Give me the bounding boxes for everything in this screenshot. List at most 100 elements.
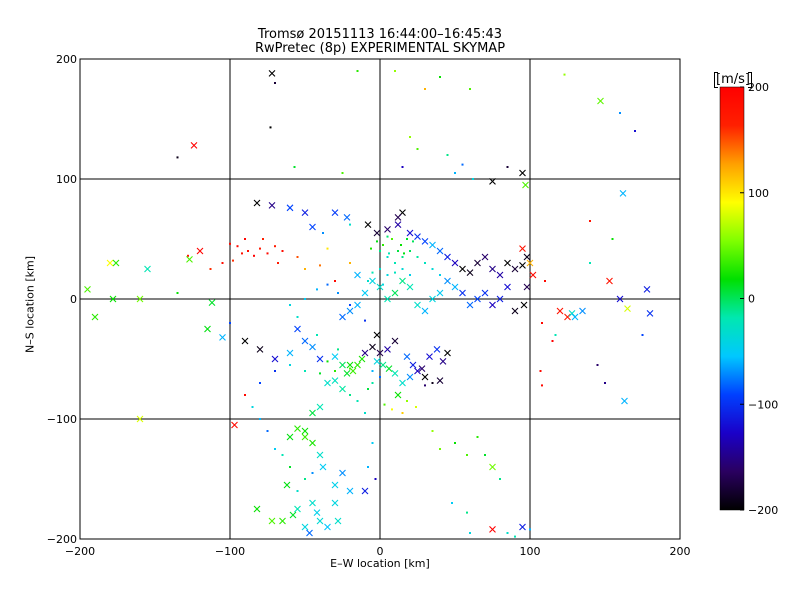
data-point-x bbox=[606, 277, 613, 285]
data-point-dot bbox=[406, 238, 408, 240]
data-point-dot bbox=[454, 172, 456, 174]
data-point-x bbox=[306, 529, 313, 537]
data-point-dot bbox=[611, 238, 614, 240]
data-point-dot bbox=[415, 406, 417, 408]
data-point-x bbox=[373, 331, 381, 339]
data-point-dot bbox=[371, 382, 374, 384]
data-point-dot bbox=[289, 364, 291, 366]
data-point-dot bbox=[386, 256, 389, 258]
data-point-dot bbox=[461, 163, 464, 166]
data-point-dot bbox=[544, 280, 546, 282]
data-point-dot bbox=[403, 252, 405, 255]
colorbar-tick-label: 200 bbox=[748, 81, 769, 94]
data-point-x bbox=[529, 271, 537, 279]
data-point-dot bbox=[341, 172, 344, 174]
data-point-x bbox=[313, 509, 321, 516]
data-point-dot bbox=[244, 238, 246, 240]
data-point-x bbox=[339, 469, 346, 477]
y-tick-label: 100 bbox=[56, 173, 77, 186]
data-point-dot bbox=[484, 454, 486, 456]
x-tick-label: 100 bbox=[520, 545, 541, 558]
data-point-dot bbox=[334, 280, 336, 282]
data-point-dot bbox=[439, 76, 441, 78]
data-point-dot bbox=[281, 454, 284, 456]
data-point-x bbox=[522, 181, 529, 189]
data-point-x bbox=[331, 209, 339, 216]
data-point-dot bbox=[296, 316, 299, 318]
data-point-x bbox=[219, 334, 226, 341]
data-point-x bbox=[190, 142, 198, 149]
data-point-dot bbox=[551, 340, 554, 342]
data-point-x bbox=[646, 310, 654, 317]
data-point-x bbox=[394, 221, 402, 228]
data-point-x bbox=[504, 283, 511, 291]
data-point-dot bbox=[367, 280, 369, 282]
data-point-dot bbox=[274, 82, 276, 84]
data-point-x bbox=[451, 283, 459, 291]
data-point-dot bbox=[388, 252, 390, 255]
data-point-x bbox=[414, 233, 421, 240]
data-point-dot bbox=[334, 370, 336, 372]
data-point-x bbox=[204, 325, 211, 333]
data-point-x bbox=[343, 214, 351, 221]
data-point-dot bbox=[394, 262, 396, 264]
data-point-dot bbox=[401, 268, 404, 270]
data-point-x bbox=[429, 295, 436, 303]
data-point-x bbox=[268, 70, 276, 77]
data-point-x bbox=[406, 373, 414, 381]
data-point-x bbox=[283, 481, 291, 489]
data-point-dot bbox=[634, 130, 636, 132]
data-point-dot bbox=[379, 250, 381, 252]
data-point-x bbox=[294, 505, 301, 513]
data-point-x bbox=[403, 353, 411, 360]
data-point-dot bbox=[259, 382, 261, 384]
data-point-dot bbox=[241, 252, 243, 255]
colorbar-tick-label: −100 bbox=[748, 398, 778, 411]
data-point-x bbox=[346, 487, 354, 495]
data-point-x bbox=[489, 265, 496, 273]
data-point-dot bbox=[187, 254, 189, 257]
data-point-dot bbox=[604, 382, 606, 384]
data-point-x bbox=[316, 517, 324, 525]
x-tick-label: −200 bbox=[65, 545, 95, 558]
data-point-dot bbox=[400, 244, 402, 246]
data-point-x bbox=[384, 346, 391, 353]
data-point-x bbox=[279, 517, 286, 525]
data-point-x bbox=[369, 343, 376, 351]
data-point-dot bbox=[274, 370, 276, 372]
data-point-dot bbox=[322, 232, 324, 234]
data-point-dot bbox=[337, 348, 339, 351]
data-point-x bbox=[459, 289, 466, 297]
colorbar-unit-label: [m/s] bbox=[714, 72, 752, 88]
data-point-dot bbox=[382, 244, 384, 246]
data-point-dot bbox=[262, 238, 264, 240]
data-point-x bbox=[109, 295, 117, 303]
data-point-dot bbox=[277, 262, 279, 264]
x-axis-ticks: −200 −100 0 100 200 bbox=[65, 534, 691, 558]
data-point-dot bbox=[356, 400, 359, 402]
data-point-dot bbox=[274, 245, 276, 248]
data-point-x bbox=[481, 253, 489, 261]
x-tick-label: 0 bbox=[377, 545, 384, 558]
data-point-dot bbox=[541, 322, 543, 324]
data-point-x bbox=[112, 259, 120, 267]
data-point-dot bbox=[232, 259, 234, 262]
data-point-x bbox=[519, 169, 526, 177]
data-point-x bbox=[619, 190, 627, 197]
chart-title: Tromsø 20151113 16:44:00–16:45:43 bbox=[257, 27, 503, 42]
data-point-dot bbox=[466, 454, 468, 456]
data-point-dot bbox=[304, 268, 306, 270]
data-point-dot bbox=[304, 298, 306, 300]
data-point-x bbox=[439, 358, 447, 365]
data-point-dot bbox=[304, 370, 306, 372]
data-point-dot bbox=[476, 436, 479, 438]
data-point-x bbox=[268, 517, 276, 525]
data-point-dot bbox=[316, 288, 318, 291]
data-point-dot bbox=[401, 166, 404, 168]
data-point-dot bbox=[514, 535, 516, 538]
data-point-x bbox=[309, 409, 316, 417]
data-point-dot bbox=[296, 490, 299, 492]
data-point-x bbox=[376, 349, 384, 357]
data-point-x bbox=[286, 204, 294, 212]
